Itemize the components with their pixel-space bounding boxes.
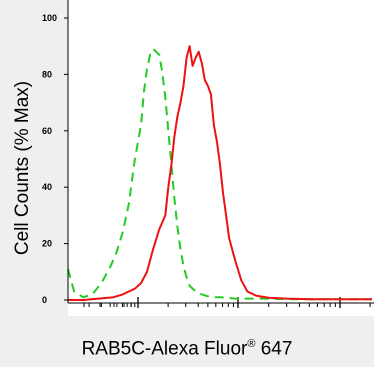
y-tick-label: 40 [42, 182, 52, 192]
control-histogram-line [67, 48, 372, 301]
series-layer [67, 45, 372, 301]
y-tick-label: 60 [42, 126, 52, 136]
y-tick-label: 80 [42, 69, 52, 79]
y-axis-ticks: 0 20 40 60 80 100 [42, 13, 68, 305]
y-axis-title: Cell Counts (% Max) [12, 81, 33, 255]
y-tick-label: 0 [42, 295, 47, 305]
histogram-chart: 0 20 40 60 80 100 Cell Counts (% Max) [12, 0, 374, 316]
x-axis-title-suffix: 647 [255, 338, 293, 360]
stained-histogram-line [68, 45, 372, 301]
x-axis-ticks [83, 297, 371, 308]
x-axis-title-prefix: RAB5C-Alexa Fluor [81, 338, 248, 360]
y-tick-label: 100 [42, 13, 57, 23]
x-axis-title: RAB5C-Alexa Fluor® 647 [0, 338, 374, 360]
y-tick-label: 20 [42, 239, 52, 249]
registered-mark: ® [247, 338, 256, 350]
plot-area [68, 0, 374, 316]
